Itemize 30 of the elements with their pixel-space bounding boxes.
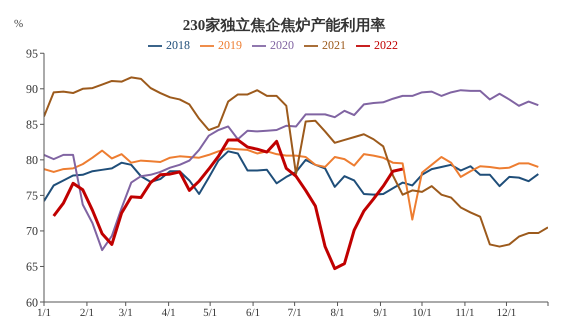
y-tick-label: 95 [26,46,38,61]
x-tick-label: 12/1 [496,306,516,319]
x-tick-label: 1/1 [36,306,52,319]
x-tick-label: 11/1 [455,306,474,319]
x-tick-label: 10/1 [412,306,432,319]
line-series [44,150,540,202]
y-tick-label: 85 [26,118,38,132]
y-tick-label: 90 [26,82,38,96]
x-tick-label: 8/1 [330,306,345,319]
x-tick-label: 2/1 [80,306,94,319]
x-tick-label: 3/1 [118,306,133,319]
line-series [52,138,404,270]
legend-label: 2018 [166,38,190,52]
y-axis-title: % [14,18,24,30]
x-tick-label: 5/1 [203,306,218,319]
legend-label: 2021 [322,38,346,52]
y-tick-label: 70 [26,224,38,238]
y-tick-label: 65 [26,260,38,274]
x-tick-label: 9/1 [373,306,388,319]
x-tick-label: 4/1 [162,306,176,319]
y-tick-label: 60 [26,295,38,310]
line-series [44,147,540,221]
legend-label: 2022 [374,38,398,52]
legend-label: 2019 [218,38,242,52]
y-tick-label: 75 [26,188,38,203]
chart-title: 230家独立焦企焦炉产能利用率 [182,18,386,34]
legend-label: 2020 [270,38,294,52]
x-tick-label: 6/1 [246,306,260,319]
x-tick-label: 7/1 [288,306,302,319]
y-tick-label: 80 [26,153,38,168]
